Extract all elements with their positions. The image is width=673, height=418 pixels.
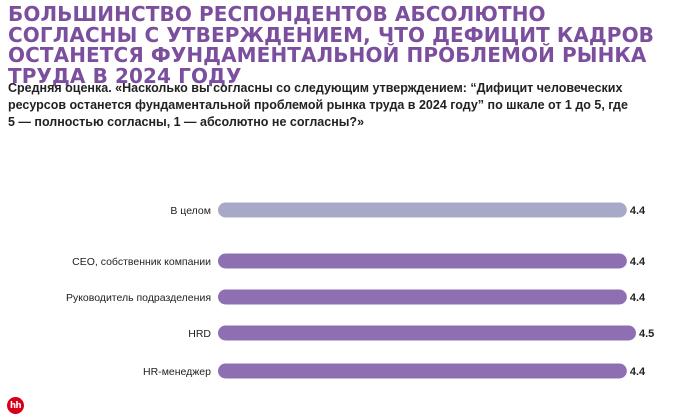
category-label: CEO, собственник компании <box>72 256 211 268</box>
bar <box>218 253 627 269</box>
bar <box>218 289 627 305</box>
value-label: 4.4 <box>630 256 646 268</box>
title-bold-2: абсолютно согласны <box>8 2 546 47</box>
title-text-2: с утверждением, что <box>137 22 433 47</box>
value-label: 4.4 <box>630 205 646 217</box>
chart-title: Большинство респондентов абсолютно согла… <box>8 4 668 86</box>
bar <box>218 202 627 218</box>
value-label: 4.4 <box>630 366 646 378</box>
hh-logo: hh <box>7 397 24 414</box>
title-bold-3: дефицит кадров останется <box>8 22 655 67</box>
category-label: HRD <box>188 328 211 340</box>
bar <box>218 325 636 341</box>
title-text-1: респондентов <box>191 2 395 26</box>
bar-chart: В целом 4.4 CEO, собственник компании 4.4 Ру… <box>0 190 673 390</box>
bar <box>218 363 627 379</box>
value-label: 4.4 <box>630 292 646 304</box>
title-bold-1: Большинство <box>8 2 192 26</box>
category-label: HR-менеджер <box>143 366 211 378</box>
value-label: 4.5 <box>639 328 654 340</box>
bar-chart-svg: В целом 4.4 CEO, собственник компании 4.4 Ру… <box>66 202 654 379</box>
category-label: Руководитель подразделения <box>66 292 211 304</box>
chart-subtitle: Средняя оценка. «Насколько вы согласны с… <box>8 81 628 129</box>
category-label: В целом <box>170 205 211 217</box>
title-text-3: фундаментальной проблемой рынка труда в … <box>8 43 647 88</box>
